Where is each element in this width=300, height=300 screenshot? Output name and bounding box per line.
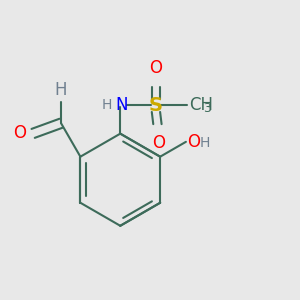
Text: N: N [116, 96, 128, 114]
Text: H: H [199, 136, 210, 150]
Text: O: O [13, 124, 26, 142]
Text: 3: 3 [203, 103, 211, 116]
Text: S: S [149, 96, 163, 115]
Text: O: O [152, 134, 165, 152]
Text: O: O [188, 133, 200, 151]
Text: H: H [102, 98, 112, 112]
Text: H: H [55, 81, 67, 99]
Text: CH: CH [189, 96, 213, 114]
Text: O: O [149, 59, 162, 77]
